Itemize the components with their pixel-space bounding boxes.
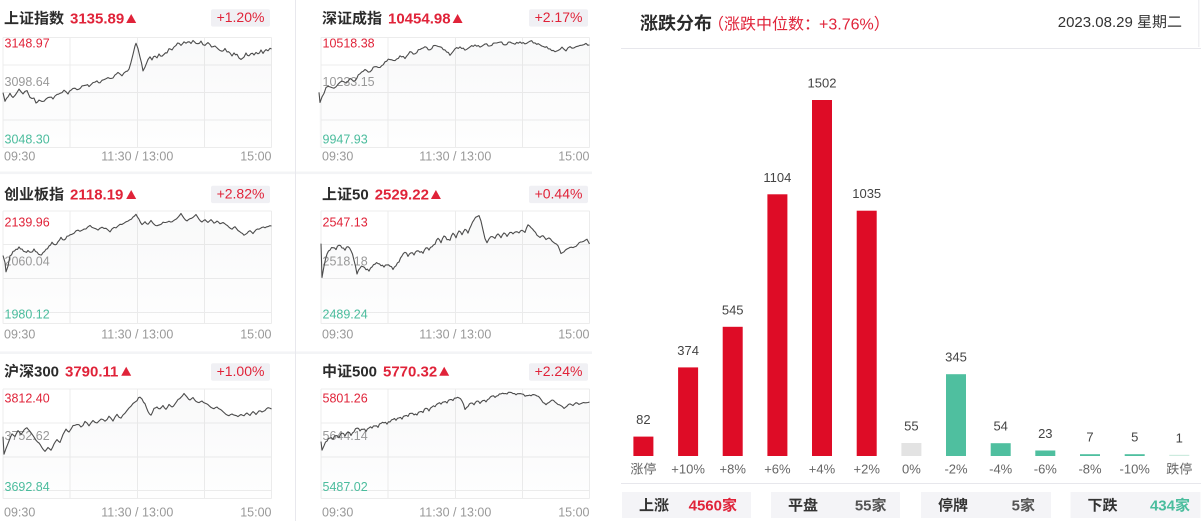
svg-text:3148.97: 3148.97 <box>5 37 50 51</box>
svg-text:11:30 / 13:00: 11:30 / 13:00 <box>419 150 491 164</box>
svg-text:374: 374 <box>677 343 699 358</box>
svg-text:345: 345 <box>945 350 967 365</box>
svg-text:深证成指: 深证成指 <box>322 11 382 28</box>
svg-text:5770.32: 5770.32 <box>383 363 437 380</box>
svg-text:5家: 5家 <box>1012 498 1035 515</box>
svg-text:+6%: +6% <box>764 462 791 477</box>
svg-text:1035: 1035 <box>852 186 881 201</box>
svg-text:上证50: 上证50 <box>322 187 369 204</box>
svg-text:+0.44%: +0.44% <box>535 186 583 202</box>
svg-text:434家: 434家 <box>1150 498 1190 515</box>
svg-text:沪深300: 沪深300 <box>4 363 59 380</box>
svg-text:545: 545 <box>722 302 744 317</box>
svg-text:+2.24%: +2.24% <box>535 363 583 379</box>
svg-text:-10%: -10% <box>1120 462 1151 477</box>
svg-text:2547.13: 2547.13 <box>323 215 368 229</box>
svg-text:2118.19: 2118.19 <box>70 187 123 204</box>
svg-text:涨跌分布: 涨跌分布 <box>640 14 712 34</box>
svg-text:上证指数: 上证指数 <box>4 11 64 28</box>
svg-text:+2%: +2% <box>854 462 881 477</box>
svg-text:下跌: 下跌 <box>1088 498 1118 515</box>
svg-text:1104: 1104 <box>763 170 791 185</box>
svg-text:82: 82 <box>636 412 650 427</box>
svg-text:+8%: +8% <box>720 462 747 477</box>
svg-text:上涨: 上涨 <box>639 498 669 515</box>
svg-text:-6%: -6% <box>1034 462 1058 477</box>
svg-text:（涨跌中位数：: （涨跌中位数： <box>708 15 820 33</box>
svg-text:09:30: 09:30 <box>4 506 35 520</box>
svg-text:15:00: 15:00 <box>558 150 589 164</box>
svg-text:11:30 / 13:00: 11:30 / 13:00 <box>101 150 173 164</box>
svg-text:23: 23 <box>1038 426 1052 441</box>
svg-text:15:00: 15:00 <box>558 328 589 342</box>
svg-text:停牌: 停牌 <box>938 498 968 515</box>
svg-text:11:30 / 13:00: 11:30 / 13:00 <box>101 328 173 342</box>
svg-text:4560家: 4560家 <box>689 498 737 515</box>
svg-text:15:00: 15:00 <box>240 328 271 342</box>
svg-text:-2%: -2% <box>944 462 968 477</box>
svg-text:+1.00%: +1.00% <box>217 363 265 379</box>
svg-text:10518.38: 10518.38 <box>323 37 375 51</box>
svg-text:09:30: 09:30 <box>4 150 35 164</box>
svg-text:2023.08.29 星期二: 2023.08.29 星期二 <box>1058 14 1182 31</box>
svg-text:5801.26: 5801.26 <box>323 392 368 406</box>
svg-text:55家: 55家 <box>855 498 887 515</box>
svg-text:+2.17%: +2.17% <box>535 9 583 25</box>
svg-text:55: 55 <box>904 419 918 434</box>
svg-text:15:00: 15:00 <box>240 150 271 164</box>
svg-text:10454.98: 10454.98 <box>388 11 451 28</box>
svg-text:09:30: 09:30 <box>322 328 353 342</box>
svg-text:15:00: 15:00 <box>558 506 589 520</box>
svg-text:中证500: 中证500 <box>322 363 377 380</box>
svg-text:2139.96: 2139.96 <box>5 215 50 229</box>
svg-text:创业板指: 创业板指 <box>4 187 64 204</box>
svg-text:1: 1 <box>1176 430 1183 445</box>
svg-text:+4%: +4% <box>809 462 836 477</box>
svg-text:3790.11: 3790.11 <box>65 363 118 380</box>
svg-text:09:30: 09:30 <box>4 328 35 342</box>
svg-text:09:30: 09:30 <box>322 506 353 520</box>
svg-text:15:00: 15:00 <box>240 506 271 520</box>
svg-text:3098.64: 3098.64 <box>5 75 50 89</box>
svg-text:11:30 / 13:00: 11:30 / 13:00 <box>101 506 173 520</box>
svg-text:2529.22: 2529.22 <box>375 187 429 204</box>
svg-text:-8%: -8% <box>1078 462 1102 477</box>
svg-text:7: 7 <box>1086 430 1093 445</box>
svg-text:-4%: -4% <box>989 462 1013 477</box>
svg-text:+2.82%: +2.82% <box>217 186 265 202</box>
svg-text:1502: 1502 <box>808 76 837 91</box>
svg-text:54: 54 <box>993 419 1007 434</box>
svg-text:09:30: 09:30 <box>322 150 353 164</box>
svg-text:涨停: 涨停 <box>630 462 656 477</box>
svg-text:0%: 0% <box>902 462 921 477</box>
svg-text:+3.76%）: +3.76%） <box>819 15 890 33</box>
svg-text:跌停: 跌停 <box>1166 462 1192 477</box>
svg-text:+10%: +10% <box>671 462 705 477</box>
svg-text:+1.20%: +1.20% <box>217 9 265 25</box>
svg-text:5: 5 <box>1131 430 1138 445</box>
svg-text:3812.40: 3812.40 <box>5 392 50 406</box>
svg-text:平盘: 平盘 <box>788 498 818 515</box>
svg-text:3135.89: 3135.89 <box>70 11 124 28</box>
svg-text:11:30 / 13:00: 11:30 / 13:00 <box>419 506 491 520</box>
svg-text:11:30 / 13:00: 11:30 / 13:00 <box>419 328 491 342</box>
